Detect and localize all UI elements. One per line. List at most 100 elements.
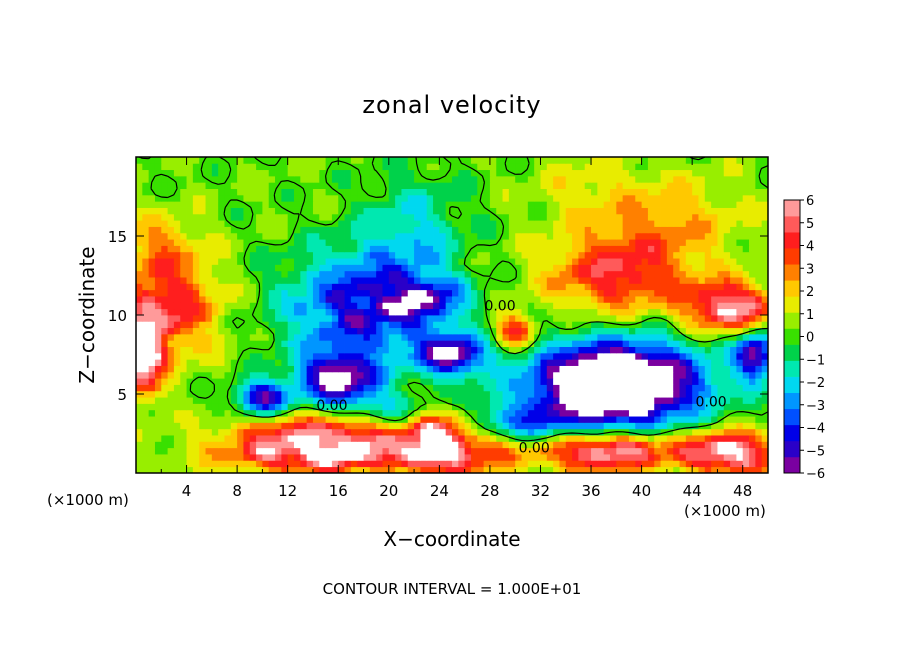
- heatmap-cell: [553, 175, 560, 183]
- heatmap-cell: [483, 422, 491, 430]
- heatmap-cell: [186, 277, 194, 284]
- heatmap-cell: [508, 296, 516, 303]
- heatmap-cell: [616, 403, 624, 411]
- heatmap-cell: [711, 264, 718, 272]
- heatmap-cell: [534, 226, 541, 234]
- heatmap-cell: [262, 371, 270, 379]
- heatmap-cell: [161, 207, 168, 215]
- heatmap-cell: [388, 258, 396, 265]
- heatmap-cell: [704, 454, 712, 461]
- heatmap-cell: [281, 352, 289, 360]
- heatmap-cell: [262, 365, 270, 373]
- heatmap-cell: [211, 466, 219, 474]
- heatmap-cell: [180, 371, 187, 379]
- heatmap-cell: [173, 220, 181, 227]
- heatmap-cell: [350, 302, 358, 310]
- heatmap-cell: [331, 321, 339, 329]
- heatmap-cell: [717, 251, 725, 259]
- heatmap-cell: [445, 270, 453, 278]
- heatmap-cell: [704, 157, 712, 164]
- heatmap-cell: [445, 194, 453, 202]
- heatmap-cell: [243, 175, 251, 183]
- heatmap-cell: [591, 169, 598, 177]
- heatmap-cell: [761, 296, 769, 303]
- heatmap-cell: [136, 466, 143, 474]
- heatmap-cell: [742, 327, 750, 335]
- heatmap-cell: [489, 232, 497, 240]
- heatmap-cell: [287, 397, 295, 404]
- heatmap-cell: [249, 251, 257, 259]
- heatmap-cell: [439, 283, 447, 291]
- heatmap-cell: [275, 441, 282, 449]
- heatmap-cell: [584, 340, 592, 347]
- heatmap-cell: [464, 315, 472, 322]
- heatmap-cell: [218, 371, 225, 379]
- heatmap-cell: [647, 188, 655, 196]
- heatmap-cell: [761, 201, 769, 208]
- heatmap-cell: [711, 441, 718, 449]
- heatmap-cell: [306, 346, 314, 354]
- heatmap-cell: [603, 441, 611, 449]
- heatmap-cell: [761, 194, 769, 202]
- heatmap-cell: [414, 447, 421, 455]
- heatmap-cell: [136, 258, 143, 265]
- heatmap-cell: [237, 378, 244, 385]
- heatmap-cell: [136, 321, 143, 329]
- heatmap-cell: [445, 157, 453, 164]
- heatmap-cell: [414, 169, 421, 177]
- heatmap-cell: [761, 289, 769, 297]
- heatmap-cell: [357, 435, 364, 442]
- heatmap-cell: [559, 251, 567, 259]
- heatmap-cell: [218, 182, 225, 189]
- heatmap-cell: [704, 277, 712, 284]
- heatmap-cell: [736, 416, 744, 423]
- heatmap-cell: [698, 207, 706, 215]
- heatmap-cell: [521, 245, 529, 253]
- heatmap-cell: [136, 435, 143, 442]
- heatmap-cell: [312, 403, 320, 411]
- heatmap-cell: [439, 346, 447, 354]
- heatmap-cell: [698, 416, 706, 423]
- heatmap-cell: [192, 441, 200, 449]
- heatmap-cell: [654, 371, 661, 379]
- heatmap-cell: [218, 289, 225, 297]
- heatmap-cell: [369, 207, 377, 215]
- heatmap-cell: [414, 460, 421, 468]
- heatmap-cell: [641, 258, 649, 265]
- heatmap-cell: [755, 213, 763, 221]
- heatmap-cell: [704, 333, 712, 341]
- heatmap-cell: [154, 302, 162, 310]
- heatmap-cell: [376, 340, 383, 347]
- heatmap-cell: [559, 220, 567, 227]
- heatmap-cell: [445, 220, 453, 227]
- heatmap-cell: [230, 447, 238, 455]
- heatmap-cell: [452, 264, 459, 272]
- heatmap-cell: [306, 315, 314, 322]
- heatmap-cell: [230, 169, 238, 177]
- heatmap-cell: [230, 352, 238, 360]
- heatmap-cell: [268, 194, 276, 202]
- heatmap-cell: [578, 403, 586, 411]
- heatmap-cell: [401, 239, 409, 246]
- heatmap-cell: [496, 175, 503, 183]
- heatmap-cell: [717, 409, 725, 417]
- heatmap-cell: [666, 283, 674, 291]
- heatmap-cell: [445, 352, 453, 360]
- heatmap-cell: [584, 277, 592, 284]
- heatmap-cell: [294, 302, 301, 310]
- heatmap-cell: [154, 201, 162, 208]
- heatmap-cell: [426, 264, 434, 272]
- heatmap-cell: [496, 428, 503, 436]
- heatmap-cell: [698, 175, 706, 183]
- heatmap-cell: [584, 213, 592, 221]
- heatmap-cell: [692, 270, 699, 278]
- heatmap-cell: [148, 447, 156, 455]
- heatmap-cell: [192, 289, 200, 297]
- heatmap-cell: [287, 327, 295, 335]
- heatmap-cell: [445, 378, 453, 385]
- heatmap-cell: [237, 226, 244, 234]
- heatmap-cell: [458, 277, 466, 284]
- heatmap-cell: [167, 340, 175, 347]
- heatmap-cell: [717, 460, 725, 468]
- heatmap-cell: [578, 454, 586, 461]
